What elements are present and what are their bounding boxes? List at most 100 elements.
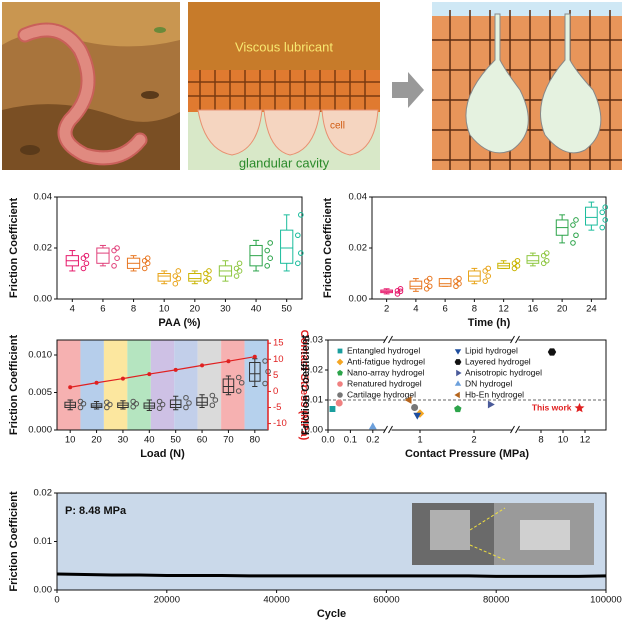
data-point (335, 399, 343, 407)
data-point (203, 270, 209, 277)
box (222, 378, 235, 393)
legend-marker (454, 380, 462, 386)
illustration-label: glandular cavity (239, 155, 330, 170)
x-tick-label: 10 (65, 435, 76, 446)
data-point (114, 245, 120, 251)
data-point (456, 275, 462, 282)
data-point (212, 397, 219, 403)
y-axis-label: Friction Coefficient (8, 491, 20, 592)
data-point (514, 257, 521, 264)
data-point (573, 217, 579, 223)
x-tick-label: 50 (170, 435, 181, 446)
data-point (238, 379, 245, 386)
x-axis-label: Load (N) (140, 448, 185, 460)
data-point (404, 396, 412, 404)
cavity (465, 13, 529, 154)
y-axis-label: Friction Coefficient (8, 335, 20, 436)
box (585, 206, 598, 226)
data-point (540, 252, 547, 259)
legend-label: Anti-fatigue hydrogel (347, 356, 425, 366)
data-point (77, 398, 84, 405)
axis-break-mark (383, 425, 393, 434)
band (57, 340, 81, 430)
lubricant-layer (188, 2, 380, 82)
axis-break (385, 337, 392, 343)
data-point (411, 404, 419, 411)
stone (20, 145, 40, 155)
stress-point (68, 385, 73, 390)
gland (263, 109, 321, 156)
axis-break-mark (510, 335, 520, 344)
data-point (602, 217, 609, 223)
data-point (397, 288, 404, 295)
data-point (156, 398, 163, 405)
hydrogel-illustration (432, 2, 622, 170)
data-point (426, 283, 433, 290)
data-point (487, 400, 495, 409)
y2-tick-label: 0 (273, 386, 278, 397)
data-point (602, 204, 609, 210)
data-point (156, 405, 163, 412)
box (188, 273, 202, 282)
band (103, 340, 128, 430)
data-point (570, 222, 576, 228)
data-point (235, 388, 242, 394)
data-point (511, 265, 518, 272)
y2-axis-label: Contact Stress (MPa) (298, 330, 310, 441)
x-tick-label: 70 (223, 435, 234, 446)
x-tick-label: 40000 (263, 595, 289, 606)
data-point (485, 265, 492, 272)
data-point (144, 255, 151, 262)
x-tick-label: 80000 (483, 595, 509, 606)
y-tick-label: 0.02 (349, 243, 368, 254)
y-tick-label: 0.00 (349, 294, 368, 305)
y2-tick-label: 10 (273, 354, 284, 365)
axis-break-mark (383, 335, 393, 344)
box (169, 399, 182, 408)
data-point (236, 268, 243, 274)
data-point (543, 250, 550, 256)
plot-frame (56, 196, 303, 300)
box (96, 247, 110, 264)
stress-point (94, 380, 99, 385)
gland (321, 109, 379, 156)
data-point (267, 240, 273, 246)
stress-point (173, 367, 178, 372)
worm-segments (19, 24, 146, 164)
data-point (206, 275, 212, 282)
data-point (111, 263, 117, 269)
legend-marker (337, 392, 343, 398)
data-point (186, 400, 192, 406)
data-point (233, 265, 240, 272)
stress-point (120, 376, 125, 381)
y-tick-label: 0.00 (305, 425, 324, 436)
data-point (183, 394, 189, 401)
box (249, 362, 261, 382)
x-tick-label: 12 (580, 435, 591, 446)
data-point (454, 405, 462, 413)
data-point (130, 398, 137, 405)
y-tick-label: 0.04 (34, 192, 53, 203)
y2-tick-label: -10 (273, 418, 287, 429)
box (526, 255, 540, 264)
data-point (172, 280, 179, 287)
data-point (235, 374, 242, 381)
skin-illustration (188, 2, 380, 170)
inset-connector (469, 507, 506, 561)
y-axis-label: Friction Coefficient (322, 198, 334, 299)
stress-point (252, 354, 257, 359)
axis-break (512, 427, 519, 433)
data-point (83, 260, 90, 267)
x-tick-label: 4 (413, 304, 418, 315)
box (280, 229, 294, 264)
legend-label: DN hydrogel (465, 378, 512, 388)
legend-label: Nano-array hydrogel (347, 367, 425, 377)
y-axis-label: Friction Coefficient (300, 335, 312, 436)
axis-break-mark (510, 425, 520, 434)
illustration-label: cell (330, 121, 345, 132)
y-tick-label: 0.02 (34, 243, 53, 254)
data-point (295, 232, 301, 239)
y-tick-label: 0.02 (34, 488, 53, 499)
data-point (453, 283, 459, 290)
